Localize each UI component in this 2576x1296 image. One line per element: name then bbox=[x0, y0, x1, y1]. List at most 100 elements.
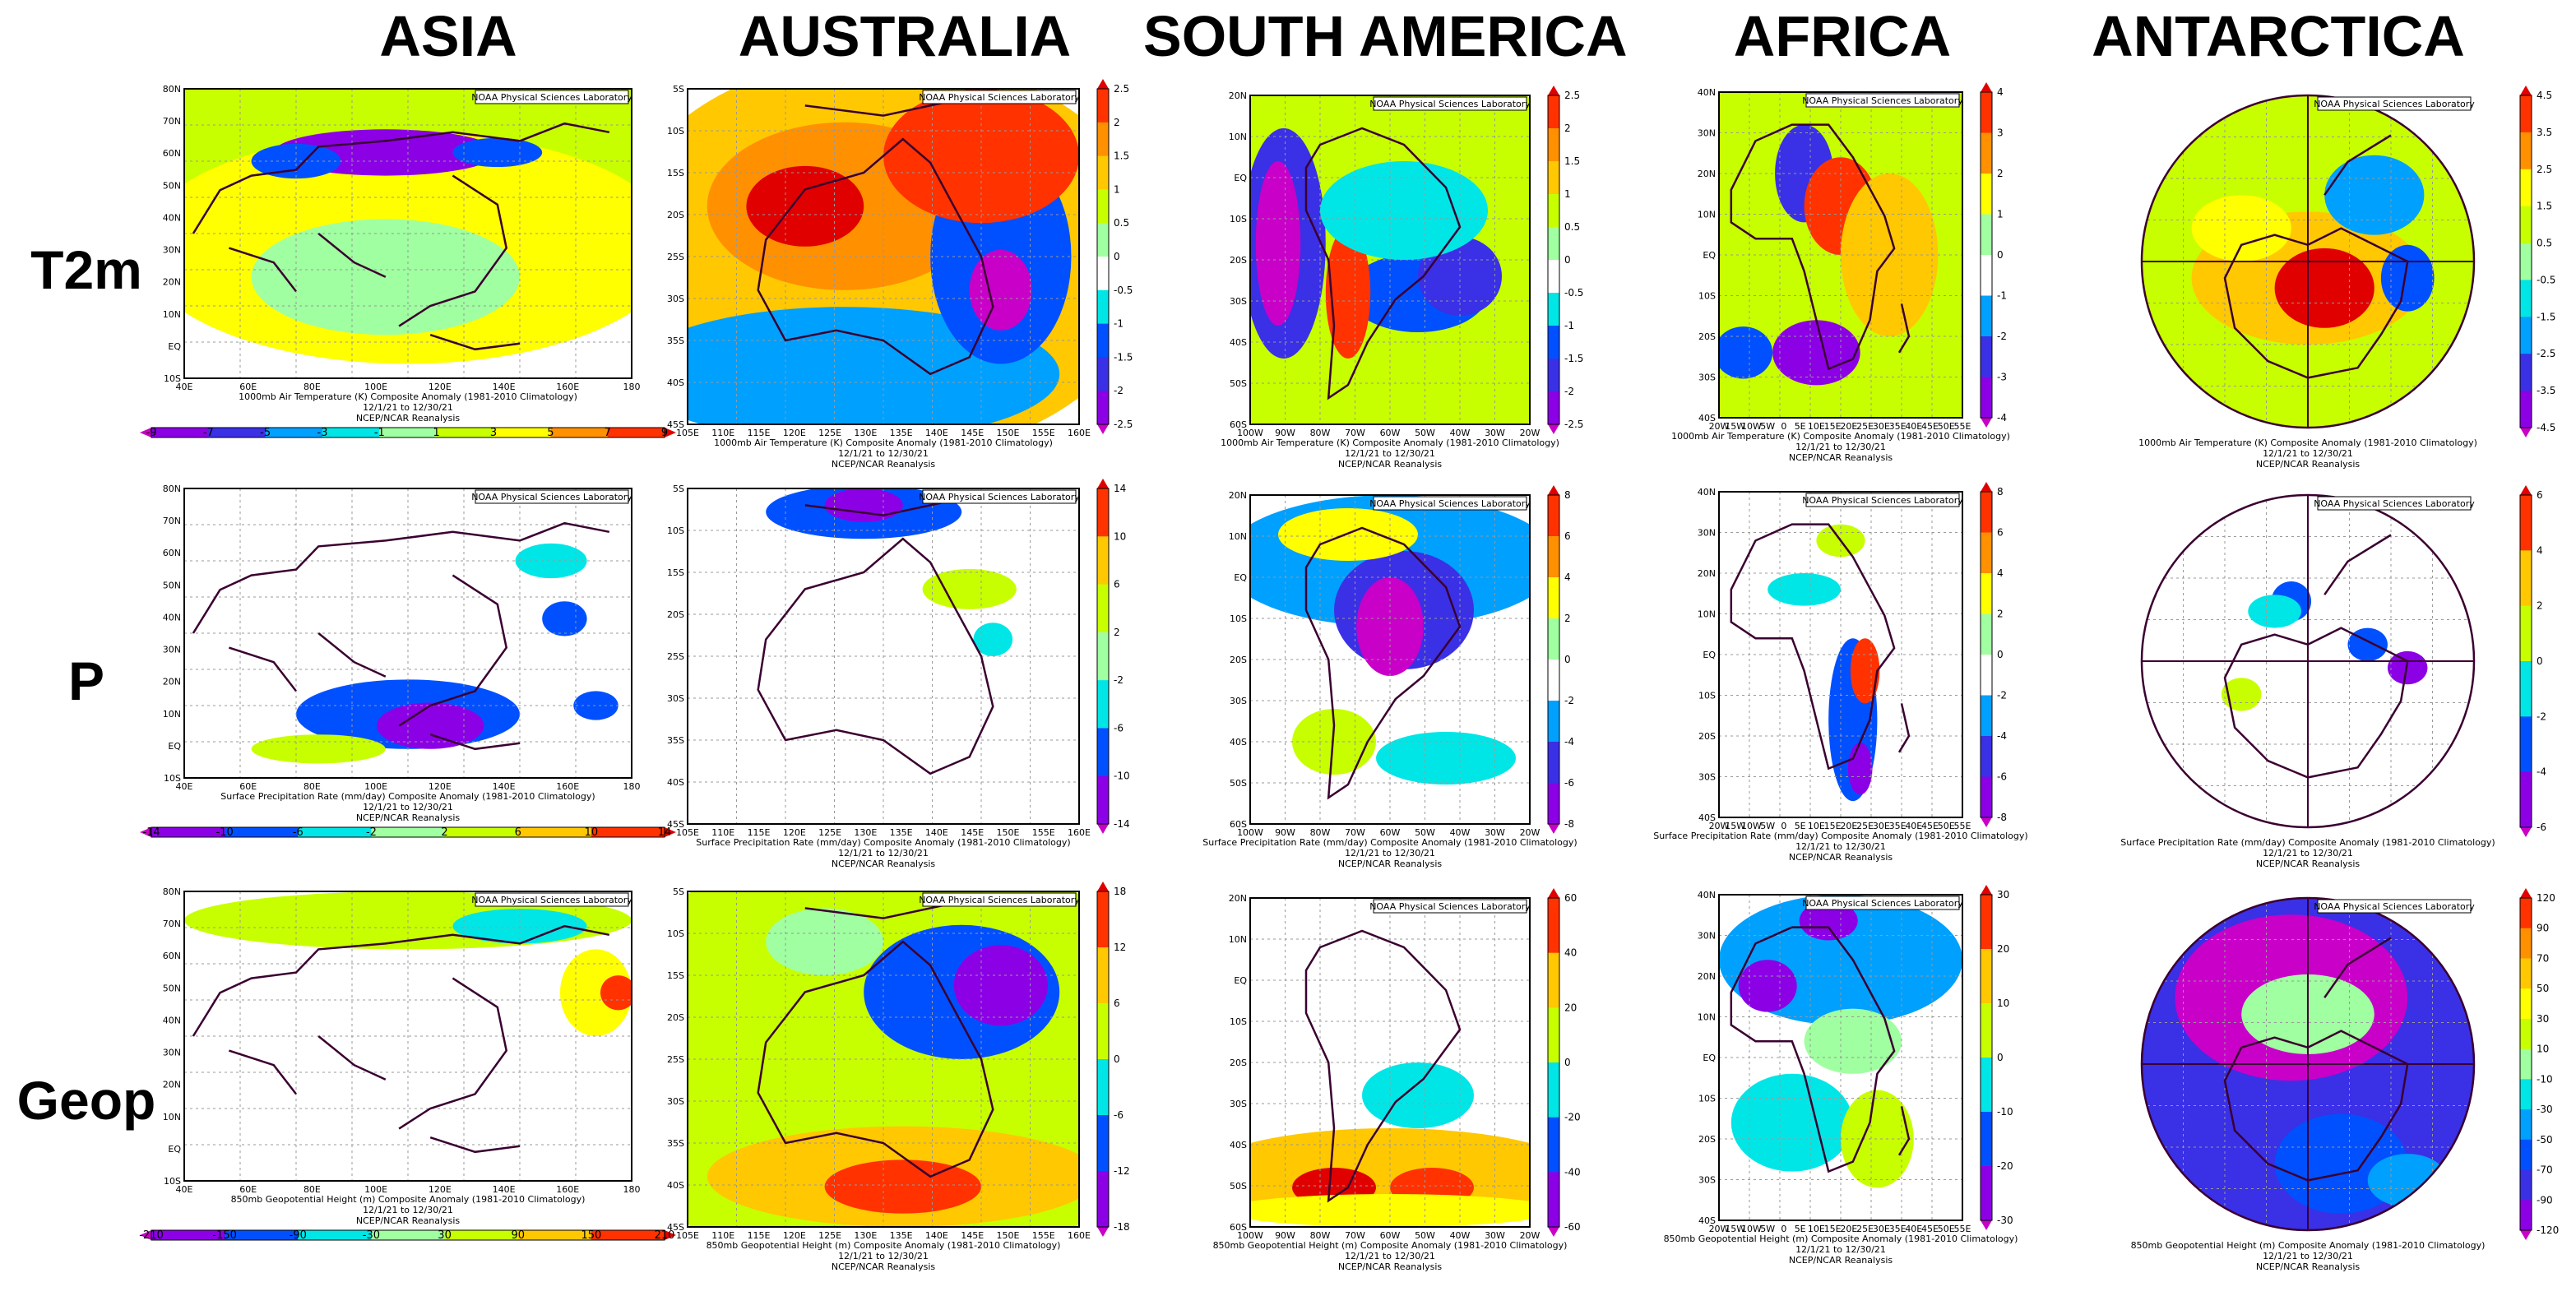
colorbar-segment bbox=[2520, 958, 2532, 989]
colorbar-tick-label: 3.5 bbox=[2537, 127, 2552, 138]
colorbar-tick-label: 0 bbox=[1564, 254, 1571, 266]
y-tick-label: 50N bbox=[163, 580, 181, 590]
colorbar-tick-label: 1.5 bbox=[1564, 155, 1580, 167]
colorbar-segment bbox=[225, 827, 299, 837]
y-tick-label: 30S bbox=[667, 294, 684, 304]
y-tick-label: 30N bbox=[1698, 931, 1716, 942]
anomaly-blob-3 bbox=[573, 691, 619, 720]
colorbar-tick-label: -50 bbox=[2537, 1134, 2553, 1146]
colorbar-tick-label: 30 bbox=[2537, 1013, 2549, 1025]
x-tick-label: 40W bbox=[1450, 1230, 1471, 1241]
y-tick-label: EQ bbox=[168, 1144, 181, 1155]
colorbar: 2.5 2 1.5 1 0.5 0 -0.5 -1 -1.5 -2 -2.5 bbox=[1096, 79, 1133, 434]
anomaly-blob-1 bbox=[864, 924, 1060, 1059]
y-tick-label: 20S bbox=[1698, 331, 1716, 342]
panel-reanalysis: NCEP/NCAR Reanalysis bbox=[1789, 452, 1893, 463]
x-tick-label: 30W bbox=[1485, 1230, 1505, 1241]
x-tick-label: 100E bbox=[364, 1184, 387, 1195]
x-tick-label: 150E bbox=[996, 428, 1019, 438]
colorbar-segment bbox=[371, 827, 446, 837]
colorbar-tick-label: -0.5 bbox=[1564, 287, 1583, 299]
anomaly-blob-0 bbox=[184, 89, 632, 248]
colorbar-tick-label: -2 bbox=[1564, 386, 1574, 397]
colorbar-segment bbox=[1548, 898, 1559, 954]
y-tick-label: 10S bbox=[1230, 1016, 1247, 1027]
colorbar-segment bbox=[2520, 1169, 2532, 1201]
x-tick-label: 55E bbox=[1954, 821, 1971, 831]
colorbar-tick-label: 1.5 bbox=[1114, 150, 1129, 162]
anomaly-blob-2 bbox=[542, 601, 587, 636]
x-tick-label: 40E bbox=[1905, 421, 1922, 432]
colorbar-tick-label: 12 bbox=[1114, 942, 1126, 953]
x-tick-label: 130E bbox=[854, 428, 877, 438]
x-tick-label: 125E bbox=[818, 1230, 841, 1241]
anomaly-blob-1 bbox=[376, 702, 484, 749]
x-tick-label: 120E bbox=[783, 827, 806, 838]
colorbar-tick-label: 2 bbox=[1997, 168, 2004, 179]
y-tick-label: 60S bbox=[1230, 419, 1247, 430]
colorbar-tick-label: -2.5 bbox=[1564, 419, 1583, 430]
colorbar-segment bbox=[1548, 1117, 1559, 1173]
colorbar-tick-label: 4.5 bbox=[2537, 90, 2552, 101]
anomaly-blob-0 bbox=[1250, 1128, 1530, 1227]
anomaly-field bbox=[184, 891, 632, 1181]
y-tick-label: 45S bbox=[667, 819, 684, 830]
anomaly-blob-4 bbox=[1841, 174, 1939, 336]
x-tick-label: 140E bbox=[493, 781, 516, 792]
colorbar-segment bbox=[517, 1230, 592, 1240]
x-tick-label: 105E bbox=[676, 428, 699, 438]
y-tick-label: 30S bbox=[667, 1096, 684, 1107]
colorbar-segment bbox=[1548, 391, 1559, 425]
x-tick-label: 50E bbox=[1938, 1224, 1955, 1234]
y-tick-label: 40S bbox=[667, 377, 684, 388]
x-tick-label: 15E bbox=[1824, 821, 1842, 831]
anomaly-blob-4 bbox=[2367, 1154, 2448, 1207]
colorbar-segment bbox=[1548, 742, 1559, 784]
colorbar-segment bbox=[1548, 359, 1559, 392]
anomaly-blob-5 bbox=[515, 543, 587, 579]
anomaly-blob-2 bbox=[1799, 900, 1858, 941]
colorbar-tick-label: 9 bbox=[661, 427, 668, 439]
coastline bbox=[2223, 534, 2409, 779]
panel-reanalysis: NCEP/NCAR Reanalysis bbox=[2256, 459, 2360, 470]
panel-caption: 850mb Geopotential Height (m) Composite … bbox=[1213, 1240, 1568, 1251]
panel-caption: 850mb Geopotential Height (m) Composite … bbox=[707, 1240, 1061, 1251]
y-tick-label: 50S bbox=[1230, 778, 1247, 789]
y-tick-label: 60S bbox=[1230, 1222, 1247, 1233]
x-tick-label: 60W bbox=[1380, 827, 1401, 838]
colorbar-segment bbox=[1548, 495, 1559, 537]
colorbar-tick-label: 10 bbox=[1114, 530, 1126, 542]
x-tick-label: 90W bbox=[1275, 827, 1295, 838]
x-tick-label: 15W bbox=[1725, 821, 1745, 831]
x-tick-label: 145E bbox=[961, 1230, 984, 1241]
panel-period: 12/1/21 to 12/30/21 bbox=[838, 448, 929, 459]
colorbar-tick-label: 2 bbox=[1114, 627, 1120, 638]
anomaly-blob-2 bbox=[273, 129, 498, 176]
colorbar-segment bbox=[1981, 377, 1992, 419]
y-tick-label: 30N bbox=[1698, 528, 1716, 539]
y-tick-label: 40N bbox=[163, 612, 181, 623]
y-tick-label: 5S bbox=[673, 484, 684, 494]
y-tick-label: 30S bbox=[1698, 772, 1716, 783]
colorbar-segment bbox=[1548, 95, 1559, 129]
x-tick-label: 50E bbox=[1938, 821, 1955, 831]
panel-reanalysis: NCEP/NCAR Reanalysis bbox=[1338, 1261, 1442, 1272]
anomaly-blob-0 bbox=[1250, 495, 1530, 627]
y-tick-label: 30S bbox=[1230, 696, 1247, 706]
anomaly-blob-2 bbox=[1850, 638, 1880, 704]
colorbar-segment bbox=[2520, 243, 2532, 280]
colorbar-tick-label: 2.5 bbox=[1564, 90, 1580, 101]
colorbar-segment bbox=[1097, 391, 1109, 425]
colorbar-tick-label: -2 bbox=[2537, 710, 2546, 722]
anomaly-blob-0 bbox=[1719, 92, 1962, 418]
y-tick-label: EQ bbox=[1703, 250, 1716, 261]
x-tick-label: 160E bbox=[556, 382, 579, 392]
panel-period: 12/1/21 to 12/30/21 bbox=[1345, 1251, 1435, 1261]
colorbar-segment bbox=[1548, 1172, 1559, 1228]
y-tick-label: 40S bbox=[1230, 337, 1247, 348]
colorbar-tick-label: 0.5 bbox=[2537, 238, 2552, 249]
